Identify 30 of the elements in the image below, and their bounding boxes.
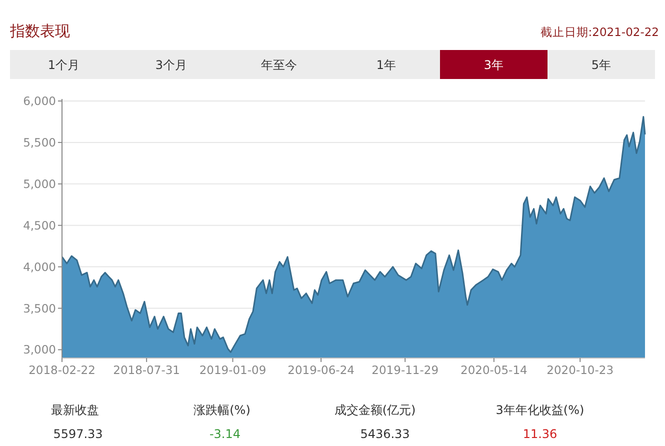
y-tick-label: 5,000 <box>23 176 56 191</box>
x-tick-label: 2019-06-24 <box>288 363 354 377</box>
text: 3年年化收益(%) <box>496 403 584 417</box>
x-tick-label: 2020-10-23 <box>546 363 614 377</box>
y-tick-label: 4,500 <box>23 218 56 232</box>
text: 最新收盘 <box>51 403 99 417</box>
text: 11.36 <box>522 427 558 441</box>
x-tick-label: 2019-11-29 <box>372 363 439 377</box>
y-tick-label: 4,000 <box>23 260 56 274</box>
text: 5436.33 <box>360 427 410 441</box>
x-tick-label: 2019-01-09 <box>199 363 266 377</box>
y-tick-label: 3,500 <box>23 301 56 316</box>
x-tick-label: 2018-02-22 <box>28 363 96 377</box>
y-tick-label: 5,500 <box>23 135 56 150</box>
text: 3年 <box>484 58 504 72</box>
text: 年至今 <box>260 58 297 72</box>
text: -3.14 <box>209 427 241 441</box>
y-tick-label: 6,000 <box>23 94 56 108</box>
chart-title: 指数表现 <box>9 22 70 40</box>
text: 成交金额(亿元) <box>334 403 416 417</box>
text: 1年 <box>376 58 396 72</box>
x-tick-label: 2018-07-31 <box>113 363 180 377</box>
y-tick-label: 3,000 <box>23 342 56 357</box>
text: 5年 <box>591 58 612 72</box>
x-tick-label: 2020-05-14 <box>460 363 528 377</box>
text: 3个月 <box>155 58 188 72</box>
text: 5597.33 <box>53 427 103 441</box>
chart-subtitle: 截止日期:2021-02-22 <box>540 25 659 39</box>
text: 涨跌幅(%) <box>194 403 250 417</box>
text: 1个月 <box>48 58 80 72</box>
